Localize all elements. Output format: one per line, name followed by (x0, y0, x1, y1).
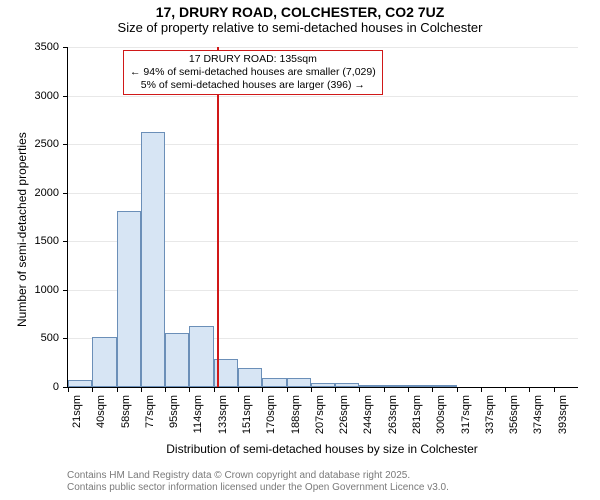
footer-line-2: Contains public sector information licen… (67, 482, 449, 494)
xtick-label: 151sqm (241, 395, 253, 439)
annotation-line-1: 17 DRURY ROAD: 135sqm (130, 53, 376, 66)
gridline-h (68, 96, 578, 97)
xtick-label: 281sqm (411, 395, 423, 439)
chart-container: 17, DRURY ROAD, COLCHESTER, CO2 7UZ Size… (0, 0, 600, 500)
ytick-mark (63, 338, 68, 339)
xtick-mark (529, 387, 530, 392)
histogram-bar (335, 383, 359, 387)
xtick-mark (117, 387, 118, 392)
histogram-bar (287, 378, 311, 387)
ytick-label: 2000 (27, 187, 59, 199)
chart-footer: Contains HM Land Registry data © Crown c… (67, 470, 449, 494)
xtick-label: 170sqm (265, 395, 277, 439)
histogram-bar (92, 337, 116, 388)
xtick-label: 337sqm (484, 395, 496, 439)
histogram-bar (189, 326, 213, 387)
annotation-line-3: 5% of semi-detached houses are larger (3… (130, 79, 376, 92)
xtick-mark (554, 387, 555, 392)
histogram-bar (141, 132, 165, 387)
xtick-mark (408, 387, 409, 392)
xtick-mark (92, 387, 93, 392)
xtick-label: 133sqm (217, 395, 229, 439)
ytick-label: 3500 (27, 41, 59, 53)
histogram-bar (238, 368, 262, 387)
histogram-bar (359, 385, 383, 387)
xtick-mark (238, 387, 239, 392)
xtick-label: 356sqm (508, 395, 520, 439)
gridline-h (68, 47, 578, 48)
ytick-label: 1500 (27, 235, 59, 247)
histogram-bar (117, 211, 141, 387)
xtick-label: 114sqm (192, 395, 204, 439)
xtick-mark (262, 387, 263, 392)
plot-area: 17 DRURY ROAD: 135sqm← 94% of semi-detac… (67, 47, 578, 388)
marker-line (217, 47, 219, 387)
xtick-label: 393sqm (557, 395, 569, 439)
xtick-mark (214, 387, 215, 392)
xtick-label: 226sqm (338, 395, 350, 439)
xtick-mark (189, 387, 190, 392)
chart-title-sub: Size of property relative to semi-detach… (0, 20, 600, 37)
xtick-label: 21sqm (71, 395, 83, 439)
xtick-mark (68, 387, 69, 392)
xtick-label: 263sqm (387, 395, 399, 439)
xtick-mark (311, 387, 312, 392)
annotation-line-2: ← 94% of semi-detached houses are smalle… (130, 66, 376, 79)
xtick-mark (481, 387, 482, 392)
xtick-label: 40sqm (95, 395, 107, 439)
xtick-mark (505, 387, 506, 392)
footer-line-1: Contains HM Land Registry data © Crown c… (67, 470, 449, 482)
ytick-mark (63, 193, 68, 194)
xtick-label: 300sqm (435, 395, 447, 439)
histogram-bar (408, 385, 432, 387)
xtick-mark (335, 387, 336, 392)
xtick-mark (359, 387, 360, 392)
xtick-label: 374sqm (532, 395, 544, 439)
x-axis-label: Distribution of semi-detached houses by … (67, 442, 577, 456)
xtick-mark (432, 387, 433, 392)
ytick-label: 2500 (27, 138, 59, 150)
histogram-bar (165, 333, 189, 387)
xtick-label: 95sqm (168, 395, 180, 439)
ytick-mark (63, 290, 68, 291)
ytick-mark (63, 96, 68, 97)
ytick-label: 3000 (27, 90, 59, 102)
ytick-mark (63, 47, 68, 48)
annotation-box: 17 DRURY ROAD: 135sqm← 94% of semi-detac… (123, 50, 383, 95)
xtick-label: 188sqm (290, 395, 302, 439)
xtick-mark (384, 387, 385, 392)
histogram-bar (68, 380, 92, 387)
xtick-mark (287, 387, 288, 392)
xtick-mark (141, 387, 142, 392)
histogram-bar (311, 383, 335, 387)
histogram-bar (262, 378, 286, 387)
xtick-label: 77sqm (144, 395, 156, 439)
ytick-mark (63, 241, 68, 242)
xtick-mark (457, 387, 458, 392)
xtick-label: 244sqm (362, 395, 374, 439)
xtick-mark (165, 387, 166, 392)
xtick-label: 317sqm (460, 395, 472, 439)
ytick-label: 1000 (27, 284, 59, 296)
xtick-label: 58sqm (120, 395, 132, 439)
histogram-bar (432, 385, 456, 387)
ytick-label: 500 (27, 332, 59, 344)
xtick-label: 207sqm (314, 395, 326, 439)
y-axis-label: Number of semi-detached properties (15, 132, 29, 327)
chart-title-main: 17, DRURY ROAD, COLCHESTER, CO2 7UZ (0, 0, 600, 20)
ytick-mark (63, 144, 68, 145)
histogram-bar (384, 385, 408, 387)
ytick-label: 0 (27, 381, 59, 393)
